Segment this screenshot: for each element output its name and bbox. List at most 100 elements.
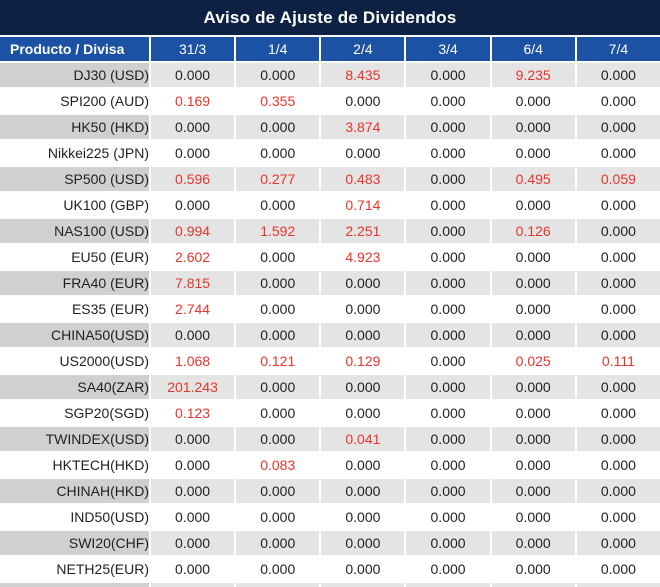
- value-cell: 0.277: [236, 167, 320, 191]
- value-cell: 0.000: [321, 401, 405, 425]
- value-cell: 0.000: [236, 271, 320, 295]
- value-cell: 0.000: [236, 401, 320, 425]
- value-cell: 0.000: [406, 531, 490, 555]
- value-cell: 0.000: [576, 245, 660, 269]
- table-row: ES35 (EUR) 2.744 0.000 0.000 0.000 0.000 0.000: [0, 297, 660, 321]
- value-cell: 0.994: [151, 219, 235, 243]
- value-cell: 0.000: [236, 323, 320, 347]
- product-cell: CHINA50(USD): [0, 323, 149, 347]
- value-cell: 0.129: [321, 349, 405, 373]
- value-cell: 0.000: [491, 505, 575, 529]
- column-header-date-3: 2/4: [321, 37, 405, 61]
- value-cell: 0.000: [321, 271, 405, 295]
- value-cell: 0.000: [406, 479, 490, 503]
- product-cell: UK100 (GBP): [0, 193, 149, 217]
- table-row: DJ30 (USD) 0.000 0.000 8.435 0.000 9.235 0.000: [0, 63, 660, 87]
- value-cell: 0.000: [151, 427, 235, 451]
- product-cell: SP500 (USD): [0, 167, 149, 191]
- table-header: Producto / Divisa 31/3 1/4 2/4 3/4 6/4 7…: [0, 37, 660, 61]
- value-cell: 0.000: [321, 297, 405, 321]
- value-cell: 0.000: [491, 479, 575, 503]
- value-cell: 0.000: [321, 505, 405, 529]
- value-cell: 0.000: [576, 531, 660, 555]
- value-cell: 0.000: [491, 401, 575, 425]
- value-cell: 2.251: [321, 219, 405, 243]
- value-cell: 1.592: [236, 219, 320, 243]
- value-cell: 0.000: [236, 557, 320, 581]
- table-row: SPI200 (AUD) 0.169 0.355 0.000 0.000 0.000 0.0…: [0, 89, 660, 113]
- product-cell: NETH25(EUR): [0, 557, 149, 581]
- header-row: Producto / Divisa 31/3 1/4 2/4 3/4 6/4 7…: [0, 37, 660, 61]
- value-cell: 0.596: [151, 167, 235, 191]
- value-cell: 0.000: [236, 427, 320, 451]
- table-row: Nikkei225 (JPN) 0.000 0.000 0.000 0.000 0.000…: [0, 141, 660, 165]
- value-cell: 0.000: [576, 401, 660, 425]
- value-cell: 0.355: [236, 89, 320, 113]
- product-cell: CHINAH(HKD): [0, 479, 149, 503]
- value-cell: 0.000: [406, 297, 490, 321]
- value-cell: 4.923: [321, 245, 405, 269]
- value-cell: 0.000: [576, 297, 660, 321]
- value-cell: 0.000: [151, 115, 235, 139]
- value-cell: 0.000: [236, 375, 320, 399]
- value-cell: 0.000: [491, 193, 575, 217]
- table-row: TWINDEX(USD) 0.000 0.000 0.041 0.000 0.000 0.0…: [0, 427, 660, 451]
- value-cell: 0.169: [151, 89, 235, 113]
- value-cell: 0.000: [151, 479, 235, 503]
- table-row: HK50 (HKD) 0.000 0.000 3.874 0.000 0.000 0.000: [0, 115, 660, 139]
- value-cell: [151, 583, 235, 587]
- value-cell: 0.111: [576, 349, 660, 373]
- value-cell: 201.243: [151, 375, 235, 399]
- value-cell: 0.000: [236, 531, 320, 555]
- value-cell: 0.000: [576, 63, 660, 87]
- dividends-table: Producto / Divisa 31/3 1/4 2/4 3/4 6/4 7…: [0, 35, 660, 587]
- product-cell: SA40(ZAR): [0, 375, 149, 399]
- product-cell: NAS100 (USD): [0, 219, 149, 243]
- value-cell: 0.000: [491, 141, 575, 165]
- value-cell: 2.602: [151, 245, 235, 269]
- value-cell: 0.000: [491, 115, 575, 139]
- value-cell: 0.000: [151, 531, 235, 555]
- product-cell: ES35 (EUR): [0, 297, 149, 321]
- table-row: UK100 (GBP) 0.000 0.000 0.714 0.000 0.000 0.00…: [0, 193, 660, 217]
- value-cell: 0.000: [406, 63, 490, 87]
- value-cell: 0.000: [576, 427, 660, 451]
- value-cell: 0.000: [406, 89, 490, 113]
- value-cell: 0.000: [576, 505, 660, 529]
- page-title: Aviso de Ajuste de Dividendos: [0, 0, 660, 35]
- value-cell: 0.000: [406, 505, 490, 529]
- value-cell: 0.000: [406, 245, 490, 269]
- table-row: SGP20(SGD) 0.123 0.000 0.000 0.000 0.000 0.000: [0, 401, 660, 425]
- value-cell: 0.059: [576, 167, 660, 191]
- value-cell: 0.000: [576, 271, 660, 295]
- value-cell: 0.000: [491, 323, 575, 347]
- value-cell: 0.000: [151, 323, 235, 347]
- table-row: US2000(USD) 1.068 0.121 0.129 0.000 0.025 0.11…: [0, 349, 660, 373]
- value-cell: 0.000: [321, 141, 405, 165]
- value-cell: 0.000: [151, 193, 235, 217]
- value-cell: 0.000: [406, 115, 490, 139]
- value-cell: 9.235: [491, 63, 575, 87]
- value-cell: 0.000: [576, 323, 660, 347]
- value-cell: 0.000: [321, 531, 405, 555]
- value-cell: 0.000: [576, 557, 660, 581]
- value-cell: 0.000: [406, 271, 490, 295]
- value-cell: 0.000: [406, 453, 490, 477]
- value-cell: 0.000: [576, 219, 660, 243]
- column-header-date-6: 7/4: [576, 37, 660, 61]
- value-cell: 0.000: [576, 89, 660, 113]
- value-cell: 0.000: [576, 479, 660, 503]
- value-cell: 0.000: [151, 453, 235, 477]
- value-cell: 0.000: [491, 89, 575, 113]
- value-cell: 0.000: [406, 141, 490, 165]
- column-header-date-1: 31/3: [151, 37, 235, 61]
- table-row: SA40(ZAR) 201.243 0.000 0.000 0.000 0.000 0.00…: [0, 375, 660, 399]
- table-row: NAS100 (USD) 0.994 1.592 2.251 0.000 0.126 0.0…: [0, 219, 660, 243]
- value-cell: 2.744: [151, 297, 235, 321]
- value-cell: 0.121: [236, 349, 320, 373]
- value-cell: 0.000: [491, 453, 575, 477]
- value-cell: 7.815: [151, 271, 235, 295]
- value-cell: 0.000: [236, 297, 320, 321]
- value-cell: 0.000: [406, 167, 490, 191]
